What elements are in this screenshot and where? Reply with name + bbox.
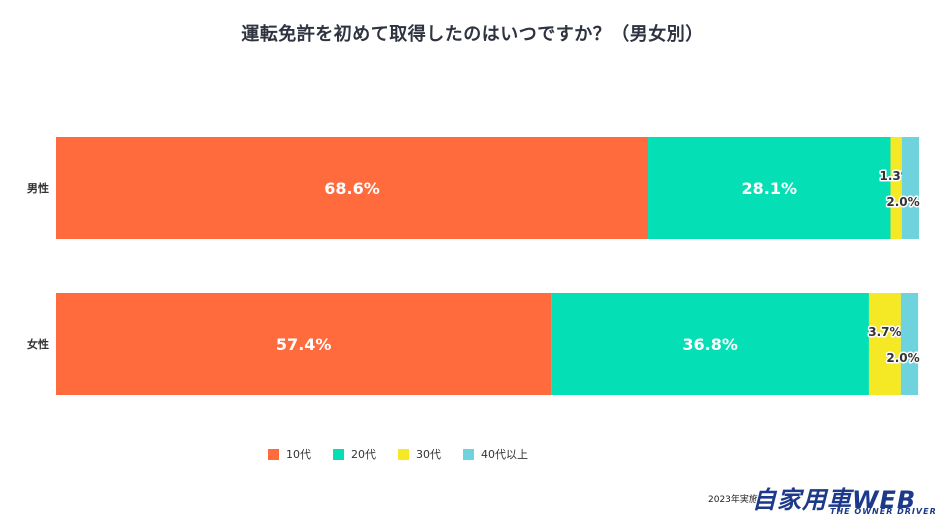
data-label: 28.1%: [742, 179, 798, 198]
bar-segment: [551, 293, 869, 395]
legend-swatch: [398, 448, 409, 460]
category-label: 女性: [27, 337, 49, 351]
bar-segment: [648, 137, 891, 239]
chart-title: 運転免許を初めて取得したのはいつですか？（男女別）: [241, 24, 704, 45]
bar-segment: [56, 137, 649, 239]
bar-segment: [901, 137, 919, 239]
bar-segment: [900, 293, 919, 395]
legend-label: 30代: [416, 448, 441, 461]
data-label: 3.7%: [868, 325, 901, 339]
bar-segment: [890, 137, 902, 239]
legend-item: 10代: [268, 446, 311, 462]
category-label: 男性: [27, 181, 49, 195]
legend-label: 10代: [286, 448, 311, 461]
data-label: 57.4%: [276, 335, 332, 354]
legend-item: 30代: [398, 446, 441, 462]
legend-swatch: [268, 448, 279, 460]
brand-logo-subtitle: THE OWNER DRIVER: [830, 507, 937, 516]
bar-segment: [868, 293, 901, 395]
data-label: 2.0%: [886, 351, 919, 365]
data-label: 68.6%: [324, 179, 380, 198]
data-label: 2.0%: [886, 195, 919, 209]
brand-logo-text: 自家用車WEB: [752, 486, 917, 514]
legend-label: 40代以上: [481, 448, 528, 461]
bar-segment: [56, 293, 552, 395]
legend-swatch: [463, 448, 474, 460]
stacked-bar-chart: 男性 68.6% 28.1%1.3%2.0%女性 57.4% 36.8%3.7%2.0%: [27, 137, 921, 395]
legend: 10代 20代 30代 40代以上: [268, 446, 528, 462]
legend-item: 40代以上: [463, 446, 528, 462]
legend-swatch: [333, 448, 344, 460]
brand-logo: 自家用車WEB THE OWNER DRIVER: [752, 480, 936, 520]
legend-label: 20代: [351, 448, 376, 461]
source-note: 2023年実施: [708, 495, 758, 505]
legend-item: 20代: [333, 446, 376, 462]
data-label: 36.8%: [682, 335, 738, 354]
